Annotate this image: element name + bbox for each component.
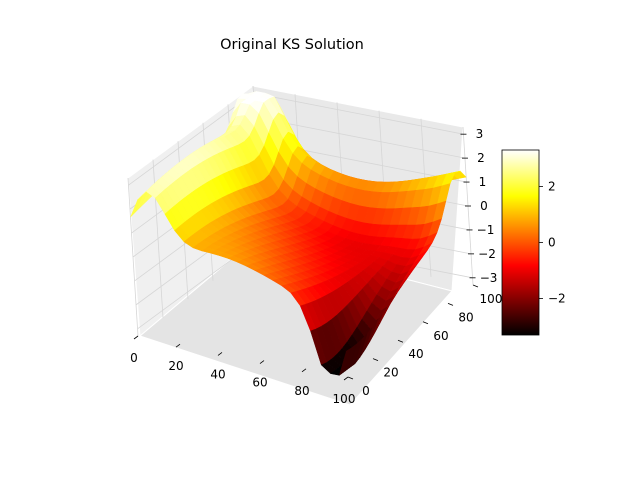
x-tick-mark — [175, 343, 181, 348]
y-tick-label: 40 — [408, 347, 423, 361]
y-tick-label: 60 — [433, 329, 448, 343]
x-tick-label: 20 — [168, 359, 183, 373]
y-tick-label: 0 — [362, 384, 370, 398]
colorbar-ticks: 2 0 −2 — [539, 179, 566, 306]
z-tick-label: 3 — [476, 127, 484, 141]
y-tick-mark — [422, 321, 429, 325]
x-axis-ticks: 0 20 40 60 80 100 — [130, 335, 356, 406]
x-tick-label: 60 — [252, 376, 267, 390]
y-tick-mark — [347, 376, 354, 380]
x-tick-mark — [343, 376, 349, 381]
x-tick-label: 0 — [130, 351, 138, 365]
z-tick-label: −3 — [480, 271, 498, 285]
z-tick-label: −1 — [477, 223, 495, 237]
colorbar-tick-label: −2 — [548, 292, 566, 306]
y-tick-mark — [372, 358, 379, 361]
z-tick-label: 0 — [480, 199, 488, 213]
x-tick-label: 40 — [210, 367, 225, 381]
surface — [130, 91, 467, 376]
x-tick-label: 80 — [294, 384, 309, 398]
y-tick-mark — [447, 303, 454, 306]
y-tick-label: 20 — [383, 366, 398, 380]
y-tick-label: 100 — [480, 292, 503, 306]
colorbar-tick-label: 0 — [548, 236, 556, 250]
x-tick-mark — [259, 360, 265, 364]
x-tick-mark — [217, 352, 223, 356]
y-axis-ticks: 0 20 40 60 80 100 — [347, 284, 503, 398]
z-tick-label: 1 — [479, 175, 487, 189]
y-tick-label: 80 — [458, 310, 473, 324]
x-tick-label: 100 — [333, 392, 356, 406]
x-tick-mark — [133, 335, 139, 340]
x-tick-mark — [301, 368, 307, 373]
z-tick-label: 2 — [477, 151, 485, 165]
colorbar: 2 0 −2 — [501, 149, 566, 336]
y-tick-mark — [472, 284, 479, 288]
colorbar-gradient — [501, 149, 540, 336]
colorbar-tick-label: 2 — [548, 179, 556, 193]
surface-facet — [338, 347, 353, 376]
z-axis-ticks: 3 2 1 0 −1 −2 −3 — [460, 127, 497, 285]
y-tick-mark — [397, 339, 404, 343]
chart-title: Original KS Solution — [220, 37, 364, 53]
z-tick-label: −2 — [478, 247, 496, 261]
